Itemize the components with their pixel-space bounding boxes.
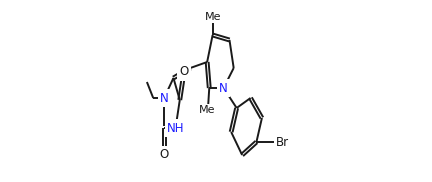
Text: NH: NH [167, 122, 184, 134]
Text: N: N [160, 92, 168, 104]
Text: O: O [159, 149, 169, 161]
Text: Br: Br [276, 136, 289, 149]
Text: Me: Me [199, 105, 216, 115]
Text: O: O [179, 66, 189, 78]
Text: Me: Me [204, 12, 221, 22]
Text: N: N [219, 82, 228, 94]
